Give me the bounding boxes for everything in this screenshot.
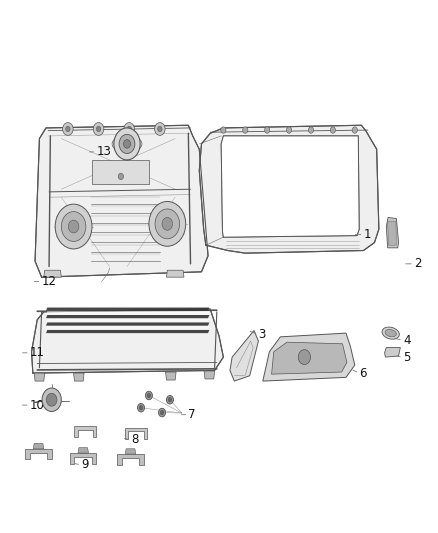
Polygon shape [70, 453, 96, 464]
Circle shape [139, 406, 143, 410]
Circle shape [168, 398, 172, 402]
Circle shape [46, 393, 57, 406]
Circle shape [159, 408, 166, 417]
Polygon shape [46, 326, 209, 329]
Text: 1: 1 [364, 228, 371, 241]
Circle shape [145, 391, 152, 400]
Circle shape [114, 128, 140, 160]
Text: 5: 5 [403, 351, 410, 364]
Circle shape [68, 220, 79, 233]
Circle shape [286, 127, 292, 133]
Circle shape [155, 123, 165, 135]
Circle shape [42, 388, 61, 411]
Polygon shape [46, 322, 209, 326]
Polygon shape [221, 136, 359, 237]
Circle shape [119, 134, 135, 154]
Polygon shape [125, 428, 147, 439]
Polygon shape [44, 270, 61, 277]
Text: 11: 11 [30, 346, 45, 359]
Circle shape [330, 127, 336, 133]
Polygon shape [46, 319, 209, 322]
Polygon shape [199, 125, 379, 253]
Text: 7: 7 [188, 408, 196, 421]
Polygon shape [263, 333, 355, 381]
Circle shape [63, 123, 73, 135]
Text: 2: 2 [414, 257, 421, 270]
Circle shape [66, 126, 70, 132]
Polygon shape [78, 448, 88, 453]
Circle shape [93, 123, 104, 135]
Circle shape [55, 204, 92, 249]
Circle shape [162, 217, 173, 230]
Circle shape [127, 126, 131, 132]
Polygon shape [34, 373, 45, 381]
Polygon shape [166, 372, 176, 380]
Polygon shape [33, 443, 44, 449]
Polygon shape [166, 270, 184, 277]
Polygon shape [46, 308, 209, 311]
Circle shape [243, 127, 248, 133]
Polygon shape [204, 371, 215, 379]
Circle shape [298, 350, 311, 365]
Polygon shape [46, 311, 209, 314]
Text: 13: 13 [96, 146, 111, 158]
Text: 9: 9 [81, 458, 88, 471]
Circle shape [147, 393, 151, 398]
Polygon shape [74, 373, 84, 381]
Text: 4: 4 [403, 334, 410, 346]
Polygon shape [230, 330, 258, 381]
Polygon shape [388, 221, 396, 245]
Text: 12: 12 [42, 275, 57, 288]
Circle shape [265, 127, 270, 133]
Circle shape [149, 201, 186, 246]
Polygon shape [35, 125, 208, 277]
Polygon shape [46, 330, 209, 333]
Circle shape [155, 209, 180, 239]
Ellipse shape [382, 327, 399, 339]
Circle shape [124, 140, 131, 148]
Circle shape [160, 410, 164, 415]
Polygon shape [32, 309, 223, 373]
Circle shape [118, 173, 124, 180]
Circle shape [158, 126, 162, 132]
Ellipse shape [385, 329, 396, 337]
Text: 3: 3 [258, 328, 266, 341]
Circle shape [61, 212, 86, 241]
Text: 6: 6 [359, 367, 367, 379]
Polygon shape [125, 449, 136, 454]
Text: 10: 10 [30, 399, 45, 411]
Polygon shape [272, 342, 347, 374]
Polygon shape [117, 454, 144, 465]
Polygon shape [386, 217, 399, 248]
Polygon shape [74, 426, 96, 437]
Polygon shape [385, 348, 400, 357]
Circle shape [308, 127, 314, 133]
Circle shape [124, 123, 134, 135]
Circle shape [352, 127, 357, 133]
Polygon shape [46, 315, 209, 318]
Text: 8: 8 [131, 433, 139, 446]
Polygon shape [25, 449, 52, 459]
Circle shape [166, 395, 173, 404]
Circle shape [96, 126, 101, 132]
Circle shape [138, 403, 145, 412]
Circle shape [221, 127, 226, 133]
Bar [92, 160, 149, 184]
